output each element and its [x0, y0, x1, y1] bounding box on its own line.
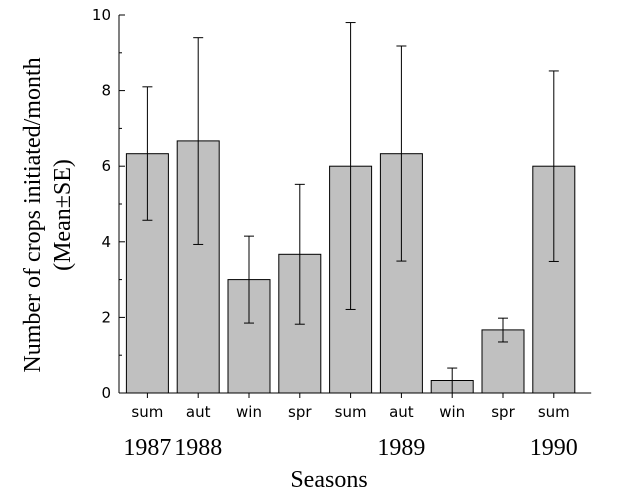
year-label-3: 1990 — [530, 435, 578, 461]
y-tick-label-0: 0 — [101, 384, 111, 402]
y-tick-label-3: 6 — [101, 157, 111, 175]
year-label-1: 1988 — [174, 435, 222, 461]
y-tick-label-5: 10 — [92, 6, 111, 24]
y-axis-title: Number of crops initiated/month — [20, 57, 46, 372]
x-tick-label-2: win — [236, 403, 262, 421]
x-tick-label-1: aut — [186, 403, 211, 421]
x-axis-title: Seasons — [290, 467, 367, 493]
y-tick-label-1: 2 — [101, 308, 111, 326]
y-tick-label-4: 8 — [101, 82, 111, 100]
y-tick-label-2: 4 — [101, 233, 111, 251]
x-tick-label-4: sum — [335, 403, 367, 421]
x-tick-label-5: aut — [389, 403, 414, 421]
x-tick-label-6: win — [439, 403, 465, 421]
x-tick-label-8: sum — [538, 403, 570, 421]
year-label-0: 1987 — [123, 435, 171, 461]
y-axis-subtitle: (Mean±SE) — [50, 159, 76, 271]
x-tick-label-3: spr — [288, 403, 312, 421]
year-label-2: 1989 — [377, 435, 425, 461]
x-tick-label-7: spr — [491, 403, 515, 421]
x-tick-label-0: sum — [131, 403, 163, 421]
